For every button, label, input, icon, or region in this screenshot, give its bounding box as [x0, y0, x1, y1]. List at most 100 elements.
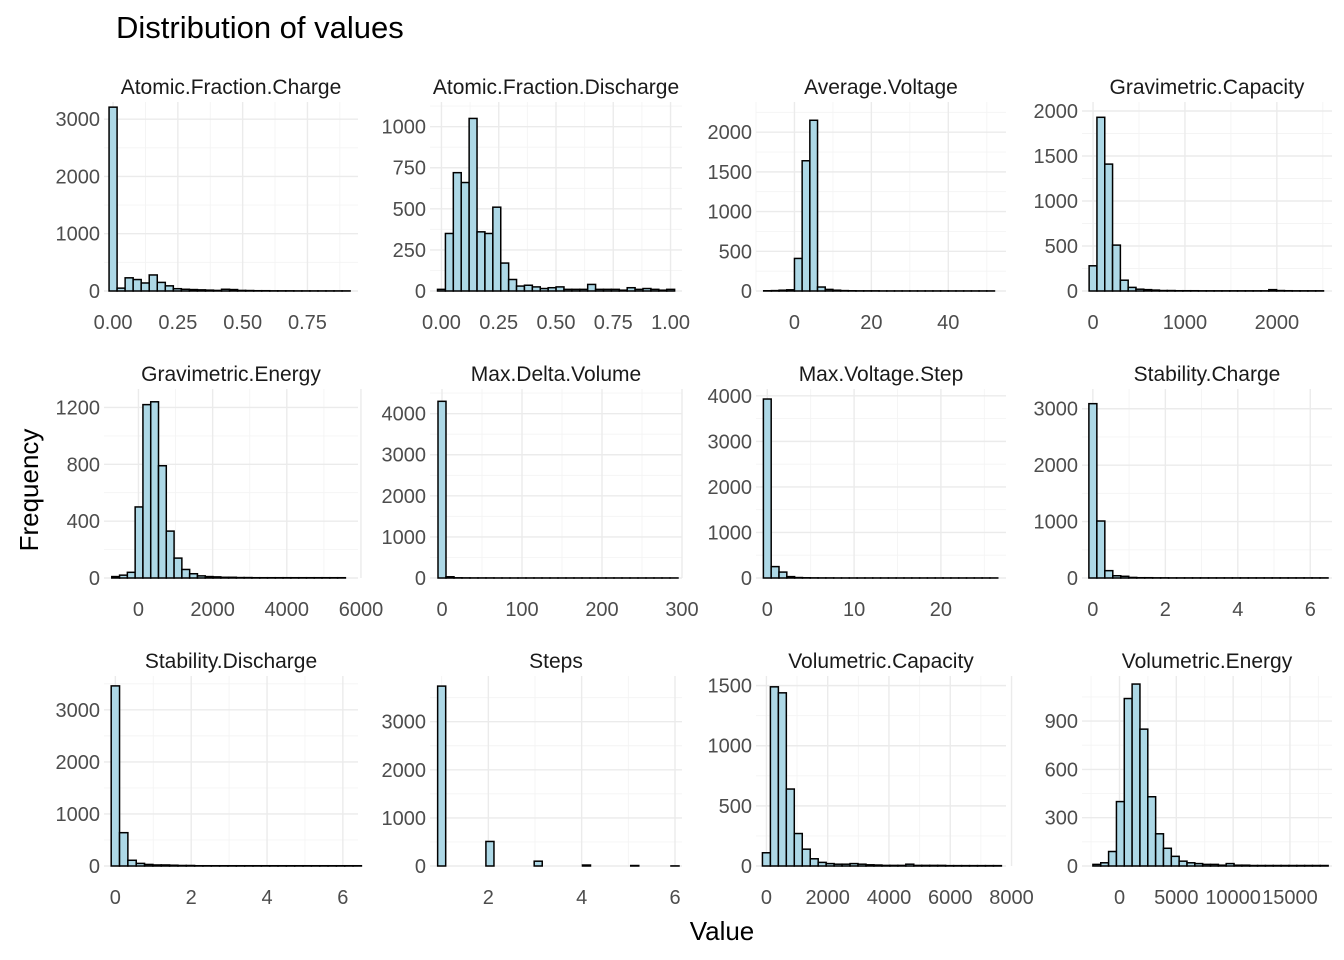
histogram-bar — [905, 863, 915, 867]
histogram-bar — [140, 282, 150, 292]
x-tick-label: 0 — [436, 599, 447, 621]
histogram-bar — [437, 400, 447, 579]
histogram-bar — [581, 864, 592, 867]
panel-grid — [104, 676, 358, 867]
facet-title: Volumetric.Capacity — [788, 650, 974, 673]
x-tick-label: 10000 — [1205, 887, 1261, 909]
facet-title: Average.Voltage — [804, 76, 958, 99]
histogram-bar — [801, 160, 811, 292]
histogram-bar — [873, 864, 883, 867]
histogram-bar — [809, 119, 819, 292]
y-tick-label: 0 — [89, 856, 100, 878]
histogram-bar — [889, 864, 899, 867]
histogram-bar — [785, 788, 796, 867]
histogram-bars — [762, 119, 996, 292]
histogram-bar — [485, 840, 495, 867]
histogram-bar — [913, 864, 923, 867]
histogram-bar — [523, 284, 534, 292]
histogram-bars — [436, 117, 676, 292]
histogram-bar — [1217, 864, 1227, 867]
histogram-bar — [579, 288, 589, 292]
histogram-bar — [110, 685, 121, 867]
histogram-bar — [492, 206, 502, 292]
histogram-bar — [118, 831, 129, 867]
histogram-bar — [124, 277, 134, 292]
y-tick-label: 3000 — [56, 700, 101, 722]
x-tick-label: 15000 — [1262, 887, 1318, 909]
y-tick-label: 3000 — [708, 431, 753, 453]
facet-panels: Atomic.Fraction.Charge 0.00 0.25 0.50 0.75 0 1… — [56, 76, 1332, 909]
histogram-bar — [770, 565, 780, 579]
x-tick-label: 0.25 — [158, 312, 197, 334]
y-tick-label: 4000 — [708, 386, 753, 408]
histogram-bar — [602, 288, 613, 292]
y-tick-label: 1000 — [382, 117, 427, 139]
histogram-bar — [571, 288, 581, 292]
y-tick-label: 0 — [741, 281, 752, 303]
y-tick-label: 0 — [415, 856, 426, 878]
y-tick-label: 1000 — [708, 522, 753, 544]
panel-grid — [755, 102, 1006, 292]
facet-title: Atomic.Fraction.Charge — [121, 76, 342, 99]
histogram-bar — [484, 232, 494, 292]
x-axis-title: Value — [690, 916, 755, 946]
x-tick-label: 2000 — [190, 599, 235, 621]
histogram-bar — [650, 288, 660, 292]
histogram-bar — [1088, 402, 1098, 579]
histogram-bar — [188, 572, 199, 579]
x-tick-label: 6 — [1305, 599, 1316, 621]
histogram-bar — [1154, 833, 1165, 867]
y-tick-label: 3000 — [382, 712, 427, 734]
histogram-bar — [1131, 683, 1141, 867]
x-tick-label: 6000 — [928, 887, 973, 909]
histogram-bar — [1107, 850, 1118, 867]
facet-title: Gravimetric.Energy — [141, 363, 321, 386]
histogram-bar — [936, 864, 947, 867]
facet-panel: Stability.Charge 0 2 4 6 0 1000 2000 3000 — [1034, 363, 1332, 621]
histogram-bar — [1120, 575, 1130, 579]
y-tick-label: 1500 — [708, 162, 753, 184]
histogram-bar — [825, 862, 835, 867]
y-tick-label: 0 — [89, 281, 100, 303]
histogram-bar — [515, 285, 526, 292]
histogram-bar — [1096, 520, 1106, 579]
y-tick-label: 800 — [67, 454, 100, 476]
y-tick-label: 0 — [741, 568, 752, 590]
histogram-bar — [1233, 864, 1243, 867]
y-axis-title: Frequency — [14, 429, 44, 552]
histogram-bar — [188, 288, 199, 292]
y-tick-label: 4000 — [382, 404, 427, 426]
histogram-bar — [476, 231, 486, 292]
histogram-bar — [165, 530, 175, 579]
histogram-bar — [531, 286, 542, 292]
histogram-bar — [920, 864, 931, 867]
x-tick-label: 4000 — [867, 887, 912, 909]
x-tick-label: 8000 — [989, 887, 1034, 909]
histogram-bar — [786, 289, 796, 292]
x-tick-label: 20 — [860, 312, 882, 334]
histogram-bar — [134, 506, 144, 579]
histogram-bar — [1178, 860, 1188, 867]
histogram-bar — [445, 576, 455, 579]
chart-title: Distribution of values — [116, 10, 404, 45]
y-tick-label: 2000 — [56, 752, 101, 774]
histogram-bar — [1268, 288, 1278, 292]
histogram-bar — [634, 288, 644, 292]
facet-panel: Average.Voltage 0 20 40 0 500 1000 1500 2000 — [708, 76, 1006, 334]
y-tick-label: 250 — [393, 240, 426, 262]
histogram-bar — [160, 864, 171, 867]
histogram-bar — [762, 398, 772, 579]
histogram-bar — [832, 289, 842, 292]
histogram-bars — [111, 401, 347, 579]
histogram-bar — [1092, 863, 1102, 867]
histogram-bars — [1092, 683, 1329, 867]
histogram-bar — [816, 286, 826, 292]
facet-panel: Steps 2 4 6 0 1000 2000 3000 — [382, 650, 682, 909]
histogram-bar — [849, 862, 859, 867]
x-tick-label: 0.75 — [288, 312, 327, 334]
histogram-bars — [1088, 402, 1329, 579]
histogram-bar — [127, 859, 137, 867]
x-tick-label: 4 — [1232, 599, 1243, 621]
y-tick-label: 2000 — [382, 760, 427, 782]
histogram-bar — [507, 278, 518, 292]
